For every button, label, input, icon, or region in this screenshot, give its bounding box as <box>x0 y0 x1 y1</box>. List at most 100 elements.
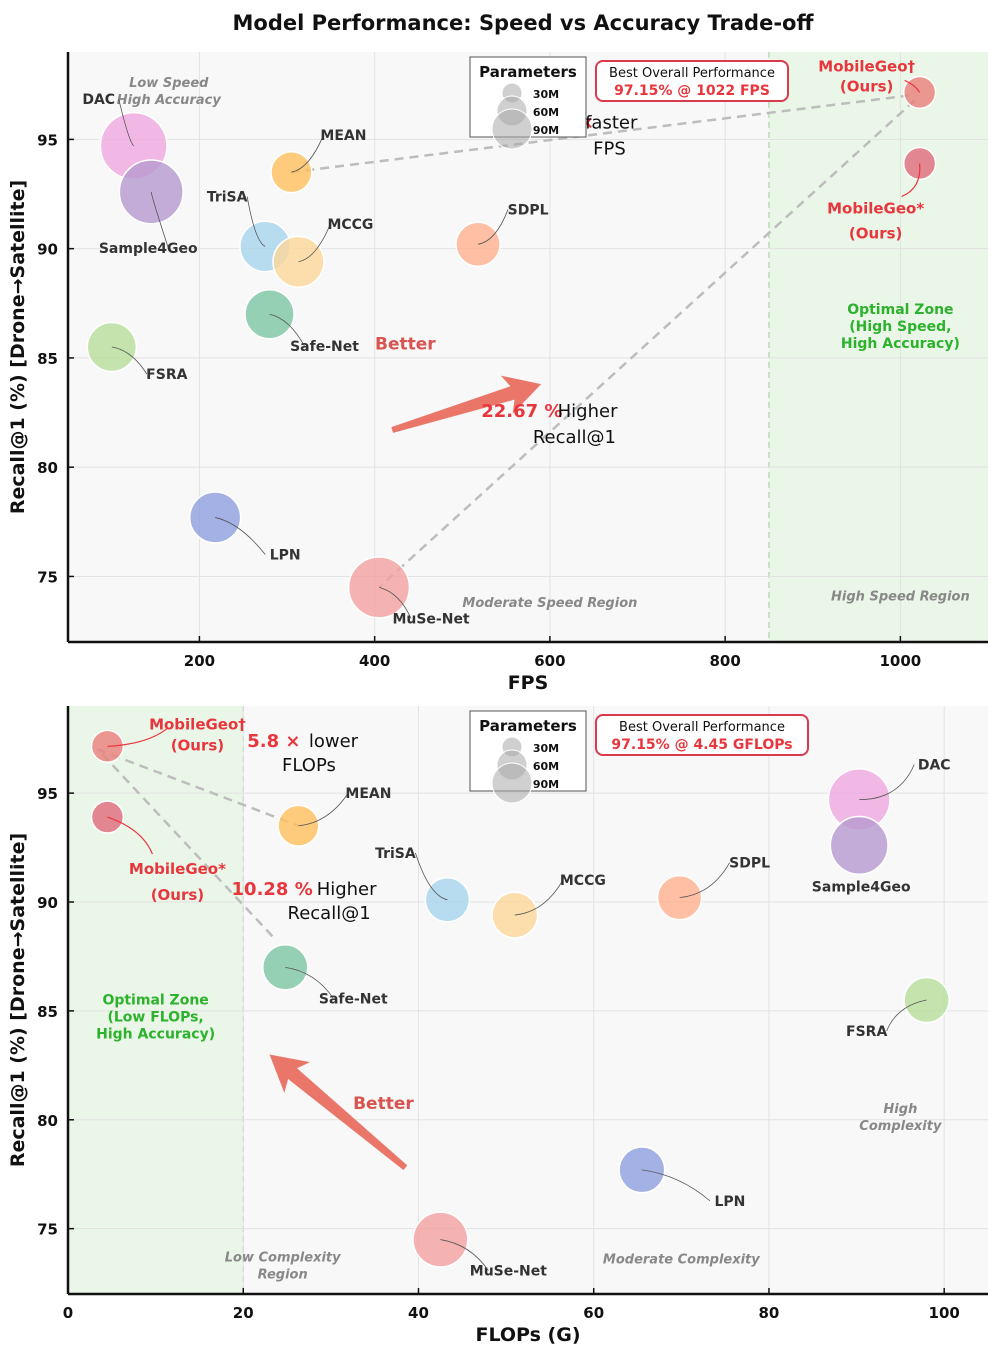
model-label: SDPL <box>729 856 770 872</box>
legend-item: 90M <box>533 124 559 137</box>
region-label: Complexity <box>859 1119 942 1134</box>
model-label: SDPL <box>508 202 549 218</box>
optimal-zone-label: (High Speed, <box>849 319 951 335</box>
x-axis-title: FPS <box>508 672 549 694</box>
model-label: MCCG <box>560 873 606 889</box>
legend-item: 60M <box>533 106 559 119</box>
panel-1: 200 400 600 800 1000 75 80 85 90 95 Model Performa… <box>7 11 988 694</box>
comparison-line <box>96 748 299 827</box>
x-tick-label: 200 <box>184 652 215 670</box>
best-performance-title: Best Overall Performance <box>619 720 785 735</box>
x-tick-label: 1000 <box>880 652 922 670</box>
y-tick-label: 75 <box>37 1221 58 1239</box>
ours-label: MobileGeo* <box>129 860 226 878</box>
legend-title: Parameters <box>479 717 577 735</box>
leader-line <box>378 586 412 619</box>
model-label: MCCG <box>327 217 373 233</box>
recall-text: Recall@1 <box>288 903 371 924</box>
better-arrow <box>269 1054 408 1170</box>
leader-line <box>859 764 915 801</box>
leader-line <box>107 816 153 855</box>
ours-label: MobileGeo† <box>149 715 246 733</box>
bubble-sample4geo <box>829 815 889 875</box>
legend-item: 30M <box>533 88 559 101</box>
optimal-zone-label: (Low FLOPs, <box>107 1009 203 1025</box>
legend-item: 90M <box>533 778 559 791</box>
legend-item: 60M <box>533 760 559 773</box>
x-tick-label: 40 <box>408 1304 429 1322</box>
better-arrow-shape <box>269 1054 408 1170</box>
model-label: TriSA <box>375 846 416 862</box>
y-tick-label: 95 <box>37 131 58 149</box>
recall-value: 10.28 % <box>232 879 313 900</box>
optimal-zone-label: Optimal Zone <box>102 992 208 1008</box>
x-tick-label: 600 <box>534 652 565 670</box>
y-axis-title: Recall@1 (%) [Drone→Satellite] <box>7 180 29 514</box>
legend-item: 30M <box>533 742 559 755</box>
leader-line <box>118 98 135 147</box>
x-axis-title: FLOPs (G) <box>475 1324 580 1346</box>
leader-line <box>514 879 564 916</box>
leader-line <box>415 852 448 901</box>
leader-line <box>477 209 509 245</box>
x-tick-label: 0 <box>63 1304 73 1322</box>
x-tick-label: 100 <box>929 1304 960 1322</box>
speedup-text: lower <box>309 731 359 752</box>
leader-line <box>107 727 168 747</box>
model-label: LPN <box>714 1194 745 1210</box>
model-label: DAC <box>918 758 951 774</box>
leader-line <box>285 966 334 999</box>
x-tick-label: 20 <box>233 1304 254 1322</box>
comparison-line <box>378 99 916 589</box>
model-label: Sample4Geo <box>99 241 198 257</box>
y-tick-label: 90 <box>37 241 58 259</box>
model-label: Safe-Net <box>290 339 359 355</box>
legend-title: Parameters <box>479 63 577 81</box>
ours-label: (Ours) <box>151 886 204 904</box>
y-tick-label: 85 <box>37 1003 58 1021</box>
ours-label: (Ours) <box>171 736 224 754</box>
y-tick-label: 95 <box>37 785 58 803</box>
optimal-zone <box>768 52 988 642</box>
best-performance-value: 97.15% @ 1022 FPS <box>614 83 770 99</box>
model-label: Safe-Net <box>319 991 388 1007</box>
better-label: Better <box>375 334 436 354</box>
recall-value: 22.67 % <box>481 401 562 422</box>
recall-text: Recall@1 <box>533 427 616 448</box>
region-label: Low Complexity <box>225 1250 341 1265</box>
leader-line <box>291 135 324 173</box>
leader-line <box>904 79 921 93</box>
y-tick-label: 85 <box>37 350 58 368</box>
leader-line <box>215 517 266 555</box>
bubble-mobilegeo- <box>90 729 125 763</box>
chart-title: Model Performance: Speed vs Accuracy Tra… <box>233 11 815 35</box>
model-label: LPN <box>270 547 301 563</box>
ours-label: MobileGeo* <box>827 199 924 217</box>
leader-line <box>269 313 305 347</box>
optimal-zone-label: Optimal Zone <box>847 302 953 318</box>
leader-line <box>298 792 349 827</box>
leader-line <box>886 999 927 1032</box>
region-label: Region <box>258 1267 308 1282</box>
model-label: TriSA <box>207 189 248 205</box>
best-performance-box <box>595 714 809 756</box>
model-label: MuSe-Net <box>470 1264 547 1280</box>
x-tick-label: 60 <box>583 1304 604 1322</box>
ours-label: (Ours) <box>849 224 902 242</box>
ours-label: MobileGeo† <box>818 57 915 75</box>
better-arrow-shape <box>391 375 542 433</box>
leader-line <box>298 223 331 263</box>
ours-label: (Ours) <box>840 77 893 95</box>
x-tick-label: 400 <box>359 652 390 670</box>
model-label: MuSe-Net <box>392 611 469 627</box>
model-label: MEAN <box>345 786 391 802</box>
model-label: MEAN <box>320 128 366 144</box>
leader-line <box>641 1169 711 1202</box>
y-axis-title: Recall@1 (%) [Drone→Satellite] <box>7 833 29 1167</box>
recall-text: Higher <box>558 401 618 422</box>
model-label: FSRA <box>146 367 187 383</box>
leader-line <box>150 191 169 248</box>
better-arrow <box>391 375 542 433</box>
x-tick-label: 800 <box>709 652 740 670</box>
region-label: High Accuracy <box>117 93 222 108</box>
